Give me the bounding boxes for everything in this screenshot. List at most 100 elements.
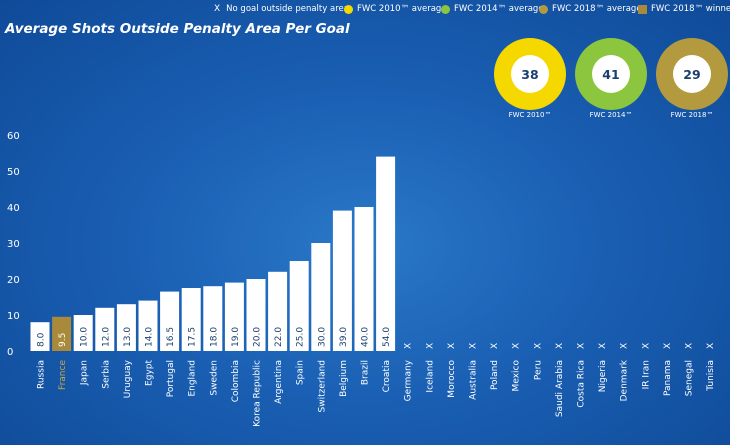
bar-switzerland — [311, 243, 331, 351]
no-goal-marker: X — [620, 343, 630, 349]
average-ring-2018: 29 — [656, 38, 728, 110]
average-ring-2010: 38 — [494, 38, 566, 110]
bar-value-label: 8.0 — [37, 332, 47, 347]
x-tick-label: Peru — [533, 360, 543, 380]
y-tick-label: 10 — [7, 311, 20, 322]
bar-egypt — [138, 300, 158, 351]
x-tick-label: Panama — [663, 360, 673, 396]
average-label-2018: FWC 2018™ — [670, 111, 714, 119]
x-tick-label: Germany — [404, 359, 414, 401]
no-goal-marker: X — [490, 343, 500, 349]
y-tick-label: 50 — [7, 167, 20, 178]
bar-value-label: 9.5 — [58, 333, 68, 347]
x-tick-label: Iceland — [425, 360, 435, 393]
legend-fwc2014: FWC 2014™ average — [441, 4, 544, 14]
bar-russia — [30, 322, 50, 351]
x-tick-label: Korea Republic — [253, 360, 263, 427]
yellow-dot-icon — [344, 4, 353, 14]
bar-value-label: 18.0 — [209, 327, 219, 347]
legend: X No goal outside penalty area FWC 2010™… — [0, 0, 730, 22]
bar-value-label: 40.0 — [361, 327, 371, 347]
gold-dot-icon — [539, 4, 548, 14]
x-tick-label: Japan — [80, 360, 90, 386]
no-goal-marker: X — [641, 343, 651, 349]
bar-value-label: 16.5 — [166, 327, 176, 347]
bar-spain — [289, 261, 309, 351]
bar-argentina — [268, 271, 288, 351]
average-value-2018: 29 — [673, 55, 711, 93]
bar-value-label: 22.0 — [274, 327, 284, 347]
x-tick-label: England — [188, 360, 198, 397]
bar-value-label: 17.5 — [188, 327, 198, 347]
no-goal-marker: X — [577, 343, 587, 349]
x-tick-label: Colombia — [231, 360, 241, 402]
x-tick-label: Australia — [469, 360, 479, 400]
bar-brazil — [354, 207, 374, 351]
x-tick-label: IR Iran — [641, 360, 651, 389]
x-tick-label: Tunisia — [706, 360, 716, 392]
bar-value-label: 13.0 — [123, 327, 133, 347]
x-tick-label: Belgium — [339, 360, 349, 397]
y-tick-label: 20 — [7, 275, 20, 286]
legend-fwc2018-label: FWC 2018™ average — [552, 4, 642, 14]
legend-no-goal-label: No goal outside penalty area — [226, 4, 349, 14]
x-marker-icon: X — [214, 4, 221, 14]
average-value-2010: 38 — [511, 55, 549, 93]
y-tick-label: 40 — [7, 203, 20, 214]
no-goal-marker: X — [685, 343, 695, 349]
x-tick-label: Brazil — [361, 360, 371, 385]
no-goal-marker: X — [425, 343, 435, 349]
no-goal-marker: X — [512, 343, 522, 349]
legend-winner-label: FWC 2018™ winner — [651, 4, 730, 14]
x-tick-label: France — [58, 360, 68, 390]
x-tick-label: Russia — [37, 360, 47, 389]
x-tick-label: Croatia — [382, 360, 392, 392]
bar-sweden — [203, 286, 223, 351]
x-tick-label: Serbia — [101, 360, 111, 389]
x-tick-label: Spain — [296, 360, 306, 385]
no-goal-marker: X — [533, 343, 543, 349]
gold-square-icon — [638, 4, 647, 14]
x-tick-label: Morocco — [447, 360, 457, 398]
bar-colombia — [224, 282, 244, 351]
y-tick-label: 60 — [7, 131, 20, 142]
x-tick-label: Costa Rica — [577, 360, 587, 408]
x-tick-label: Argentina — [274, 360, 284, 404]
x-tick-label: Egypt — [145, 360, 155, 386]
no-goal-marker: X — [469, 343, 479, 349]
legend-fwc2014-label: FWC 2014™ average — [454, 4, 544, 14]
bar-portugal — [160, 291, 180, 351]
no-goal-marker: X — [404, 343, 414, 349]
bar-value-label: 10.0 — [80, 327, 90, 347]
bar-england — [181, 288, 201, 351]
bar-value-label: 14.0 — [145, 327, 155, 347]
bar-value-label: 20.0 — [253, 327, 263, 347]
legend-fwc2010: FWC 2010™ average — [344, 4, 447, 14]
x-tick-label: Mexico — [512, 360, 522, 392]
x-tick-label: Nigeria — [598, 360, 608, 392]
x-tick-label: Sweden — [209, 360, 219, 396]
x-tick-label: Portugal — [166, 360, 176, 397]
bar-value-label: 30.0 — [317, 327, 327, 347]
average-label-2014: FWC 2014™ — [589, 111, 633, 119]
x-tick-label: Saudi Arabia — [555, 360, 565, 417]
x-tick-label: Uruguay — [123, 359, 133, 398]
x-tick-label: Denmark — [620, 359, 630, 401]
legend-no-goal: X No goal outside penalty area — [214, 4, 349, 14]
no-goal-marker: X — [706, 343, 716, 349]
no-goal-marker: X — [447, 343, 457, 349]
no-goal-marker: X — [663, 343, 673, 349]
bar-croatia — [376, 156, 396, 351]
bar-value-label: 25.0 — [296, 327, 306, 347]
y-tick-label: 30 — [7, 239, 20, 250]
bar-korea-republic — [246, 279, 266, 351]
bar-value-label: 19.0 — [231, 327, 241, 347]
average-value-2014: 41 — [592, 55, 630, 93]
bar-france — [52, 316, 72, 351]
bar-belgium — [332, 210, 352, 351]
bar-value-label: 39.0 — [339, 327, 349, 347]
x-tick-label: Poland — [490, 360, 500, 390]
bar-japan — [73, 315, 93, 351]
no-goal-marker: X — [555, 343, 565, 349]
